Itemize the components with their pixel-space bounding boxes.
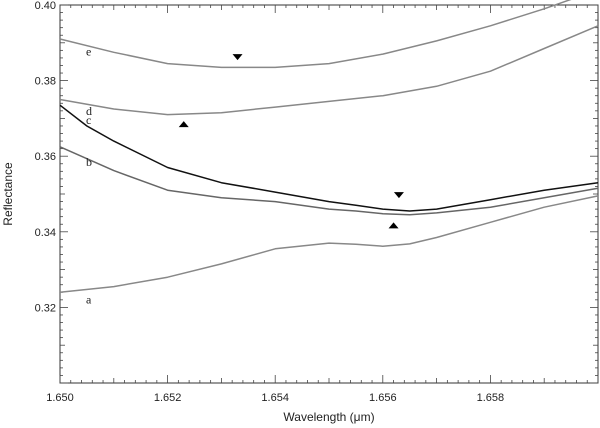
marker-triangle-down — [232, 54, 243, 61]
series-line-c — [59, 104, 599, 212]
y-tick-label: 0.40 — [35, 0, 56, 12]
y-tick-label: 0.34 — [35, 227, 56, 239]
marker-triangle-up — [388, 222, 399, 229]
y-tick-label: 0.36 — [35, 151, 56, 163]
x-tick-label: 1.654 — [261, 392, 289, 404]
x-tick-label: 1.656 — [369, 392, 397, 404]
marker-triangle-up — [178, 121, 189, 128]
series-line-e — [59, 0, 572, 69]
x-tick-label: 1.650 — [46, 392, 74, 404]
x-tick-label: 1.658 — [477, 392, 505, 404]
x-axis-title: Wavelength (μm) — [283, 410, 374, 424]
y-tick-label: 0.32 — [35, 302, 56, 314]
series-label-a: a — [86, 293, 92, 307]
plot-frame — [59, 4, 599, 384]
marker-triangle-down — [393, 192, 404, 199]
series-line-a — [59, 195, 599, 294]
y-axis-title: Reflectance — [1, 162, 15, 226]
series-line-d — [59, 25, 599, 116]
plot-area: 1.650 1.652 1.654 1.656 1.658 0.32 0.34 0.36 0.3… — [35, 0, 599, 404]
series-label-d: d — [86, 104, 92, 118]
x-tick-label: 1.652 — [154, 392, 182, 404]
y-tick-label: 0.38 — [35, 76, 56, 88]
series-label-b: b — [86, 155, 92, 169]
series-label-c: c — [86, 113, 91, 127]
series-line-b — [59, 146, 599, 216]
series-label-e: e — [86, 45, 91, 59]
